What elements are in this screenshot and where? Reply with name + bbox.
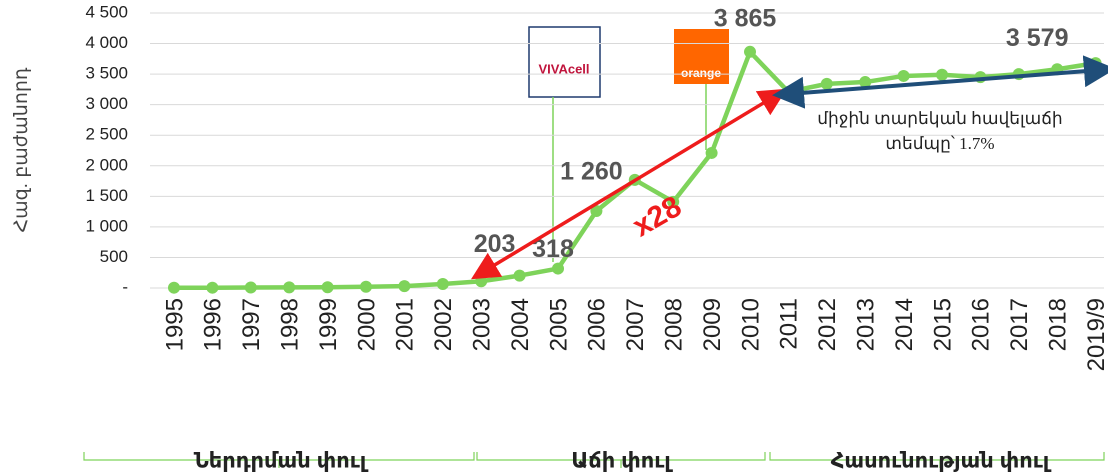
annotation: միջին տարեկան հավելաճի [817,109,1062,128]
x-tick-label: 2008 [661,298,688,351]
x-tick-label: 1997 [238,298,265,351]
y-tick-label: 1 000 [85,216,128,235]
x-tick-label: 2009 [699,298,726,351]
x-tick-label: 1995 [161,298,188,351]
data-point [398,280,411,293]
y-tick-label: - [122,277,128,296]
data-point [513,269,526,282]
phase-bracket [83,452,475,468]
x-tick-label: 2006 [584,298,611,351]
x-tick-label: 2002 [430,298,457,351]
x-tick-label: 2003 [469,298,496,351]
phase-label: Հասունության փուլ [831,450,1052,473]
data-point [283,281,296,294]
data-point [897,69,910,82]
data-point [1089,57,1102,70]
y-tick-label: 2 500 [85,125,128,144]
x-tick-label: 2016 [968,298,995,351]
x-tick-label: 2005 [545,298,572,351]
phase-label: Աճի փուլ [571,450,673,473]
data-point [436,278,449,291]
trend-arrow [772,55,1108,109]
x-tick-label: 2019/9 [1083,298,1108,371]
data-point [936,68,948,81]
x-tick-label: 2007 [622,298,649,351]
y-tick-label: 4 000 [85,33,128,52]
data-point [475,275,488,288]
logo-box [528,26,601,98]
y-tick-label: 500 [100,247,128,266]
logo-text: orange [681,66,721,80]
x-tick-label: 2004 [507,298,534,351]
x-tick-label: 2012 [814,298,841,351]
data-point [168,281,180,294]
data-point [244,281,257,294]
annotation: տեմպը՝ 1.7% [885,134,994,153]
x-tick-label: 2001 [392,298,419,351]
x-tick-label: 2017 [1006,298,1033,351]
data-point [820,77,833,90]
data-label: 3 579 [1006,24,1069,52]
x-tick-label: 1998 [277,298,304,351]
logo-box [674,29,729,84]
x-tick-label: 1999 [315,298,342,351]
x-tick-label: 2015 [929,298,956,351]
x-tick-label: 2013 [853,298,880,351]
data-point [705,146,718,159]
data-point [552,262,564,275]
phase-label: Ներդրման փուլ [194,450,369,473]
data-label: 203 [474,230,516,258]
y-tick-label: 3 500 [85,64,128,83]
data-label: 3 865 [714,4,777,32]
x-tick-label: 2014 [891,298,918,351]
y-tick-label: 4 500 [85,2,128,21]
phase-bracket [769,452,1105,468]
series-line [174,49,1096,290]
y-axis-label: Հազ. բաժանորդ [11,67,32,232]
y-tick-label: 3 000 [85,94,128,113]
growth-arrow [471,88,787,280]
data-point [360,280,372,293]
x-tick-label: 2000 [353,298,380,351]
data-point [206,281,219,294]
data-point [744,45,756,58]
x-tick-label: 1996 [200,298,227,351]
x-tick-label: 2018 [1045,298,1072,351]
y-tick-label: 1 500 [85,186,128,205]
data-label: 1 260 [560,158,623,186]
x-tick-label: 2010 [737,298,764,351]
y-tick-label: 2 000 [85,155,128,174]
logo-text: VIVAcell [538,61,589,76]
x-tick-label: 2011 [776,298,803,350]
data-point [321,281,334,294]
phase-bracket [476,452,766,468]
